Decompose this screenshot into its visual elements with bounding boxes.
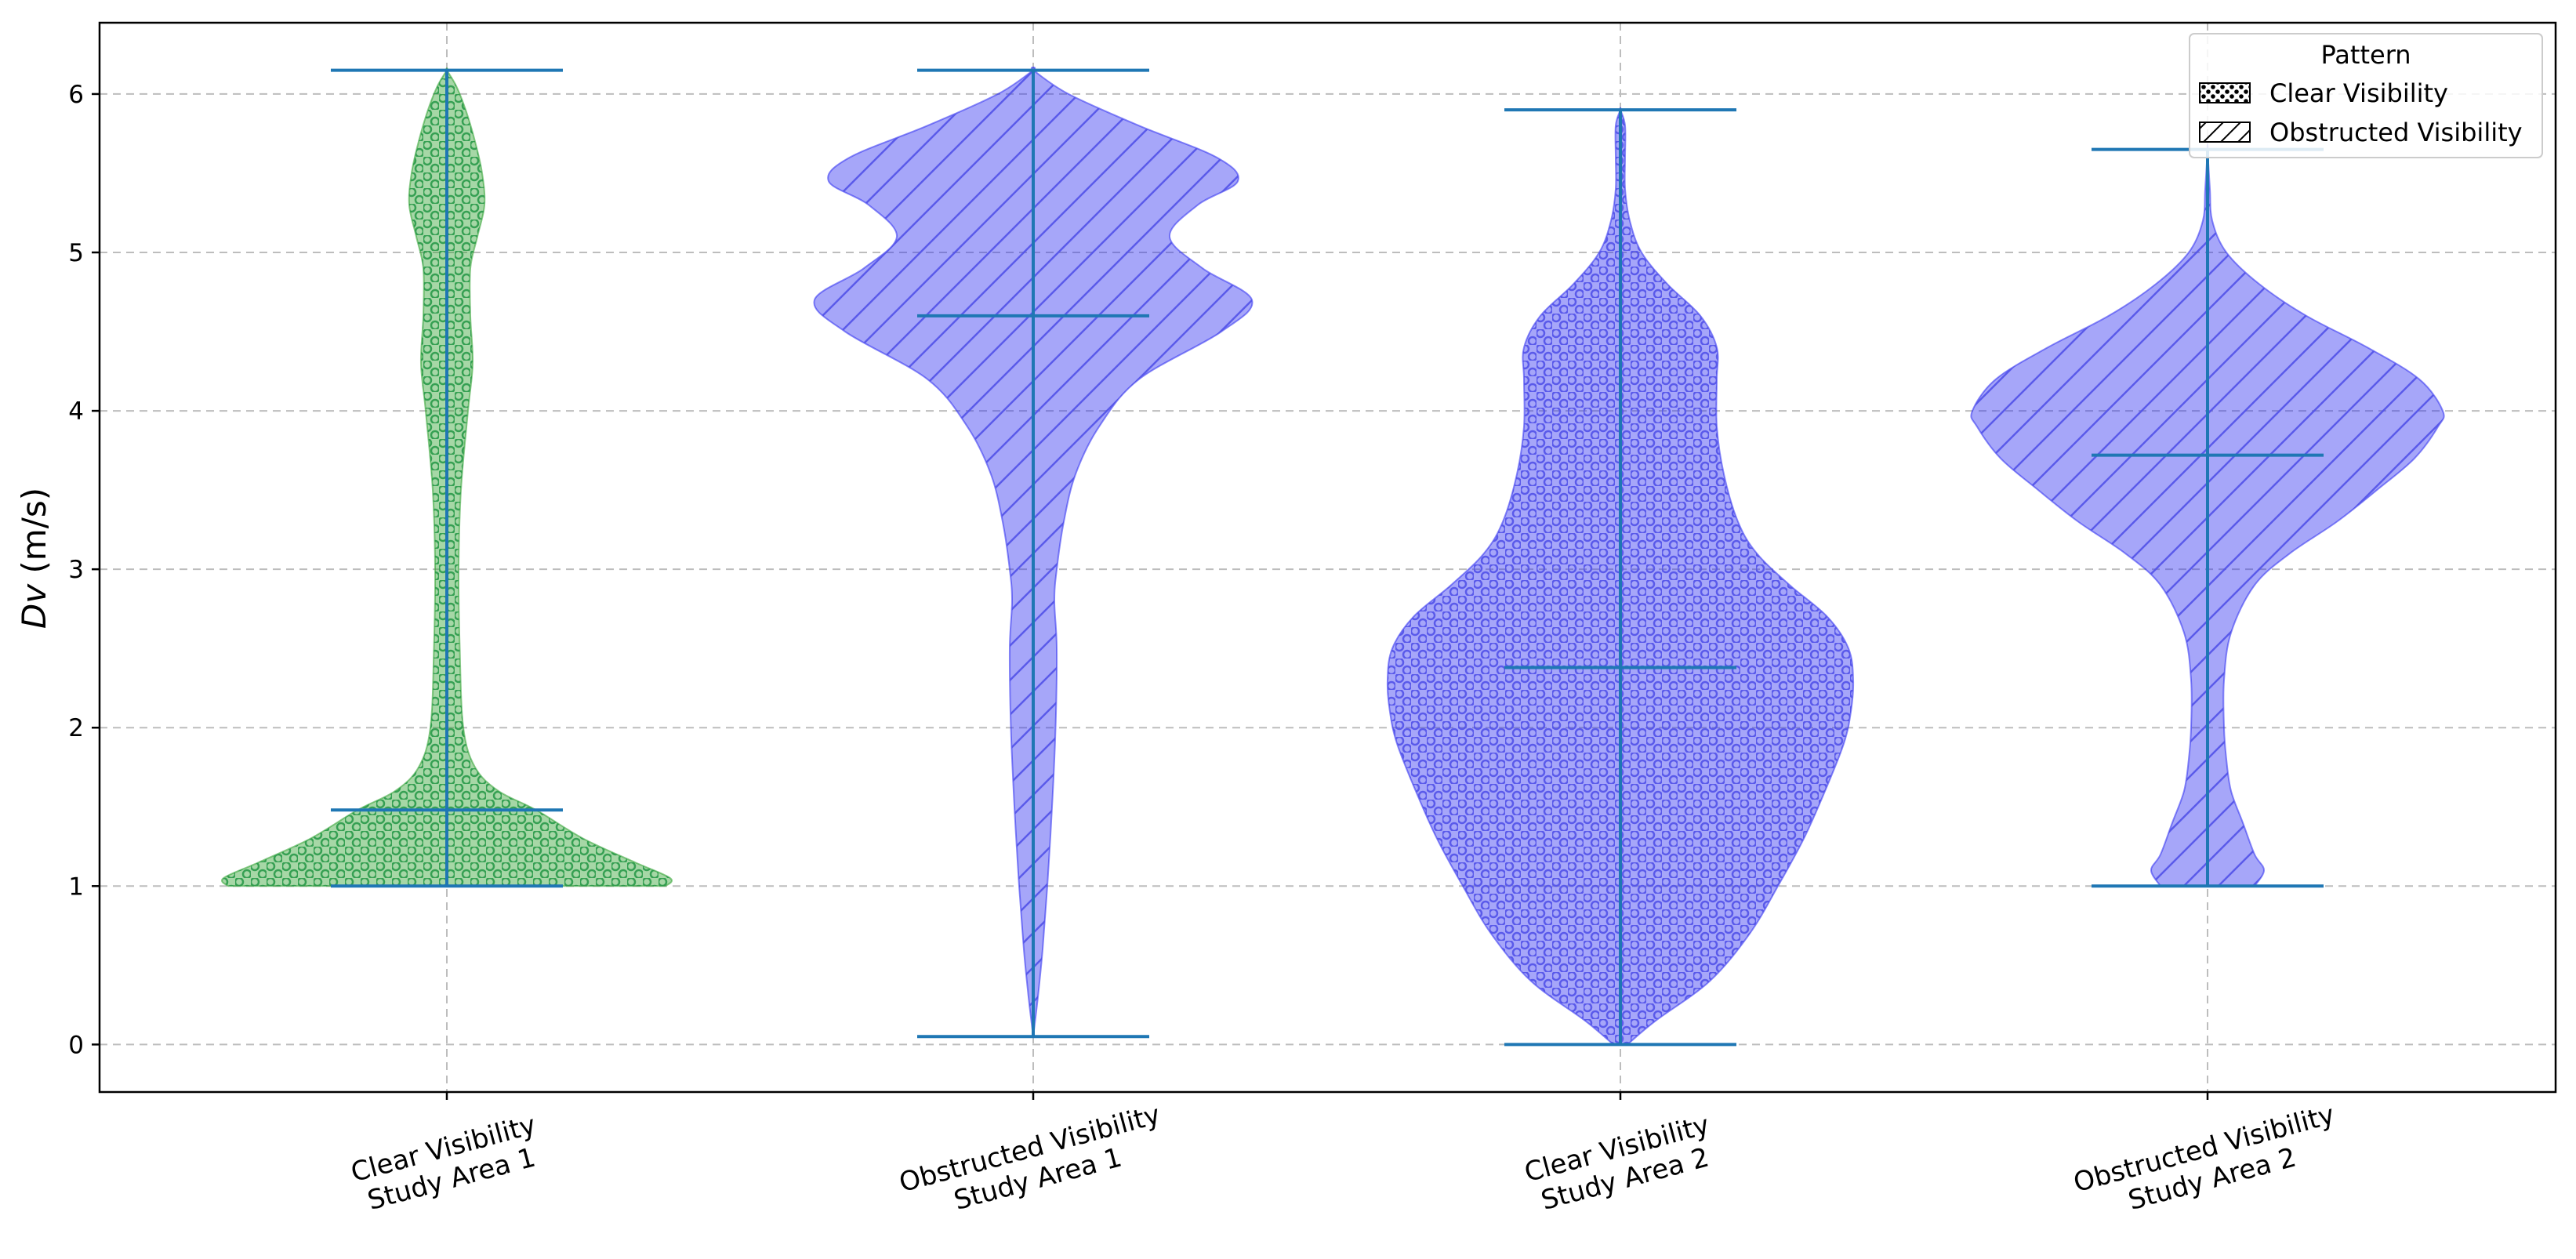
y-tick-label-3: 3 bbox=[68, 556, 84, 584]
y-tick-label-0: 0 bbox=[68, 1031, 84, 1059]
legend-swatch-dots bbox=[2199, 82, 2251, 103]
violins bbox=[221, 66, 2445, 1046]
legend: Pattern Clear Visibility Obstructed Visi… bbox=[2189, 33, 2543, 158]
y-axis-label-symbol: Dv bbox=[15, 583, 53, 629]
y-tick-label-1: 1 bbox=[68, 873, 84, 901]
y-tick-label-4: 4 bbox=[68, 397, 84, 426]
legend-label-clear: Clear Visibility bbox=[2269, 78, 2448, 108]
legend-label-obstructed: Obstructed Visibility bbox=[2269, 118, 2523, 147]
y-tick-label-5: 5 bbox=[68, 239, 84, 267]
y-tick-label-2: 2 bbox=[68, 714, 84, 742]
legend-title: Pattern bbox=[2320, 40, 2411, 70]
y-axis: 0 1 2 3 4 5 6 bbox=[68, 81, 100, 1059]
legend-swatch-diagonal bbox=[2199, 122, 2251, 143]
y-axis-label-unit: (m/s) bbox=[15, 488, 53, 584]
y-axis-label: Dv (m/s) bbox=[15, 488, 53, 629]
stat-lines bbox=[331, 68, 2324, 1047]
plot-frame bbox=[98, 21, 2557, 1094]
y-tick-label-6: 6 bbox=[68, 81, 84, 109]
legend-box bbox=[2189, 33, 2543, 158]
